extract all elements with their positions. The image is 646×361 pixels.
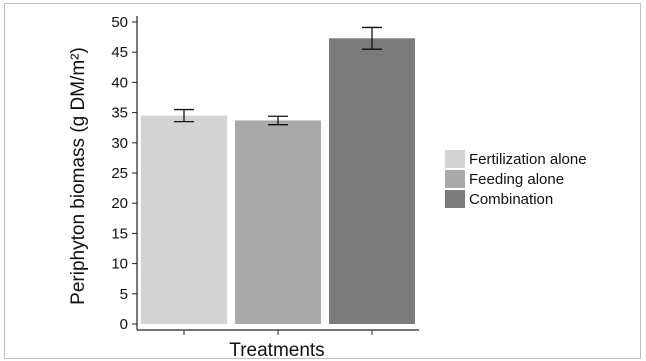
y-tick-label: 25 [111,165,128,182]
legend-swatch [445,150,465,168]
y-tick-label: 35 [111,105,128,122]
bar [329,38,415,325]
y-tick-label: 15 [111,225,128,242]
y-tick-label: 40 [111,74,128,91]
error-bars-group [174,26,382,126]
bar [141,115,227,325]
legend-label: Combination [469,191,553,208]
y-tick-label: 10 [111,256,128,273]
bar [235,120,321,325]
figure-frame: 0 5 10 15 20 25 30 35 40 45 50 Periphyton biomass … [4,3,641,360]
y-axis-title: Periphyton biomass (g DM/m²) [68,47,89,305]
y-tick-label: 45 [111,44,128,61]
legend-label: Feeding alone [469,171,564,188]
legend: Fertilization alone Feeding alone Combinat… [445,150,587,208]
y-tick-label: 20 [111,195,128,212]
y-axis-ticks: 0 5 10 15 20 25 30 35 40 45 50 [111,14,137,333]
legend-swatch [445,170,465,188]
x-axis-title: Treatments [229,340,324,360]
y-tick-label: 30 [111,135,128,152]
legend-label: Fertilization alone [469,151,587,168]
y-tick-label: 50 [111,14,128,31]
legend-swatch [445,190,465,208]
y-tick-label: 5 [120,286,128,303]
bars-group [141,38,415,325]
y-tick-label: 0 [120,316,128,333]
bar-chart: 0 5 10 15 20 25 30 35 40 45 50 Periphyton biomass … [68,14,587,360]
